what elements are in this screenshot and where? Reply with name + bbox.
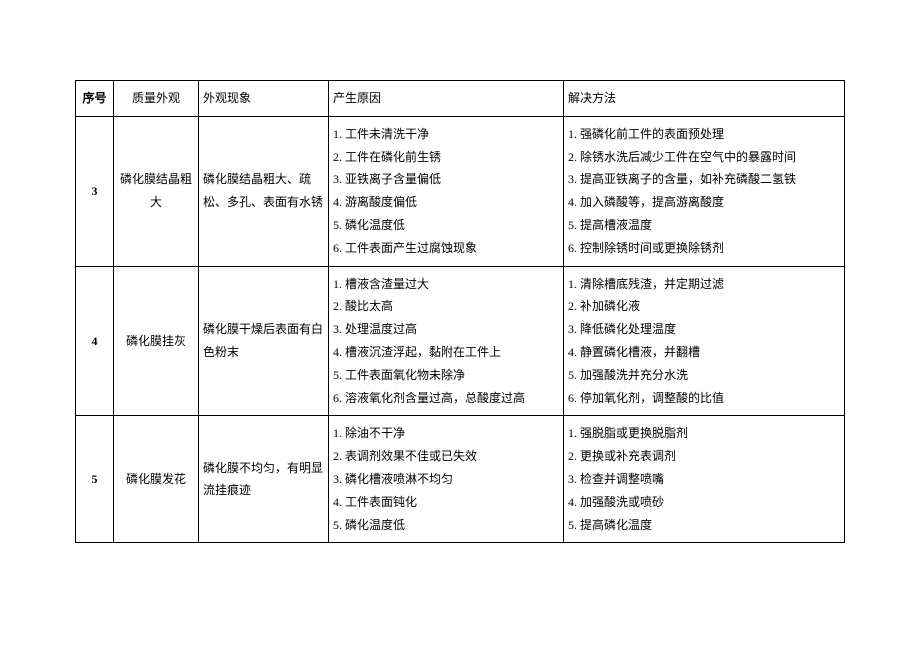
solution-item: 1. 强磷化前工件的表面预处理 xyxy=(568,123,840,146)
solution-item: 5. 提高槽液温度 xyxy=(568,214,840,237)
table-row: 3磷化膜结晶粗大磷化膜结晶粗大、疏松、多孔、表面有水锈1. 工件未清洗干净2. … xyxy=(76,116,845,266)
solution-item: 5. 提高磷化温度 xyxy=(568,514,840,537)
cause-item: 2. 酸比太高 xyxy=(333,295,559,318)
solution-item: 3. 检查并调整喷嘴 xyxy=(568,468,840,491)
table-row: 4磷化膜挂灰磷化膜干燥后表面有白色粉末1. 槽液含渣量过大2. 酸比太高3. 处… xyxy=(76,266,845,416)
solution-item: 1. 清除槽底残渣，并定期过滤 xyxy=(568,273,840,296)
cell-solution: 1. 强磷化前工件的表面预处理2. 除锈水洗后减少工件在空气中的暴露时间3. 提… xyxy=(564,116,845,266)
header-quality: 质量外观 xyxy=(114,81,199,117)
cause-item: 2. 表调剂效果不佳或已失效 xyxy=(333,445,559,468)
cause-item: 3. 处理温度过高 xyxy=(333,318,559,341)
solution-item: 4. 加强酸洗或喷砂 xyxy=(568,491,840,514)
solution-item: 2. 补加磷化液 xyxy=(568,295,840,318)
header-seq: 序号 xyxy=(76,81,114,117)
cell-quality: 磷化膜结晶粗大 xyxy=(114,116,199,266)
cell-cause: 1. 除油不干净2. 表调剂效果不佳或已失效3. 磷化槽液喷淋不均匀4. 工件表… xyxy=(329,416,564,543)
cause-item: 2. 工件在磷化前生锈 xyxy=(333,146,559,169)
solution-item: 5. 加强酸洗并充分水洗 xyxy=(568,364,840,387)
solution-item: 6. 停加氧化剂，调整酸的比值 xyxy=(568,387,840,410)
solution-item: 2. 更换或补充表调剂 xyxy=(568,445,840,468)
solution-item: 6. 控制除锈时间或更换除锈剂 xyxy=(568,237,840,260)
cause-item: 5. 磷化温度低 xyxy=(333,514,559,537)
cause-item: 5. 工件表面氧化物未除净 xyxy=(333,364,559,387)
cell-cause: 1. 槽液含渣量过大2. 酸比太高3. 处理温度过高4. 槽液沉渣浮起，黏附在工… xyxy=(329,266,564,416)
cell-seq: 4 xyxy=(76,266,114,416)
header-cause: 产生原因 xyxy=(329,81,564,117)
table-row: 5磷化膜发花磷化膜不均匀，有明显流挂痕迹1. 除油不干净2. 表调剂效果不佳或已… xyxy=(76,416,845,543)
cell-seq: 3 xyxy=(76,116,114,266)
table-header-row: 序号 质量外观 外观现象 产生原因 解决方法 xyxy=(76,81,845,117)
solution-item: 3. 提高亚铁离子的含量，如补充磷酸二氢铁 xyxy=(568,168,840,191)
cell-quality: 磷化膜挂灰 xyxy=(114,266,199,416)
solution-item: 4. 加入磷酸等，提高游离酸度 xyxy=(568,191,840,214)
cell-phenom: 磷化膜不均匀，有明显流挂痕迹 xyxy=(199,416,329,543)
solution-item: 1. 强脱脂或更换脱脂剂 xyxy=(568,422,840,445)
solution-item: 4. 静置磷化槽液，并翻槽 xyxy=(568,341,840,364)
cell-phenom: 磷化膜干燥后表面有白色粉末 xyxy=(199,266,329,416)
cell-phenom: 磷化膜结晶粗大、疏松、多孔、表面有水锈 xyxy=(199,116,329,266)
cause-item: 6. 溶液氧化剂含量过高，总酸度过高 xyxy=(333,387,559,410)
cause-item: 5. 磷化温度低 xyxy=(333,214,559,237)
cause-item: 4. 游离酸度偏低 xyxy=(333,191,559,214)
cell-solution: 1. 强脱脂或更换脱脂剂2. 更换或补充表调剂3. 检查并调整喷嘴4. 加强酸洗… xyxy=(564,416,845,543)
cause-item: 3. 磷化槽液喷淋不均匀 xyxy=(333,468,559,491)
cell-seq: 5 xyxy=(76,416,114,543)
cause-item: 4. 工件表面钝化 xyxy=(333,491,559,514)
cell-quality: 磷化膜发花 xyxy=(114,416,199,543)
header-solution: 解决方法 xyxy=(564,81,845,117)
cell-solution: 1. 清除槽底残渣，并定期过滤2. 补加磷化液3. 降低磷化处理温度4. 静置磷… xyxy=(564,266,845,416)
header-phenom: 外观现象 xyxy=(199,81,329,117)
solution-item: 2. 除锈水洗后减少工件在空气中的暴露时间 xyxy=(568,146,840,169)
cause-item: 6. 工件表面产生过腐蚀现象 xyxy=(333,237,559,260)
cause-item: 1. 槽液含渣量过大 xyxy=(333,273,559,296)
cause-item: 1. 除油不干净 xyxy=(333,422,559,445)
solution-item: 3. 降低磷化处理温度 xyxy=(568,318,840,341)
cause-item: 3. 亚铁离子含量偏低 xyxy=(333,168,559,191)
cell-cause: 1. 工件未清洗干净2. 工件在磷化前生锈3. 亚铁离子含量偏低4. 游离酸度偏… xyxy=(329,116,564,266)
cause-item: 1. 工件未清洗干净 xyxy=(333,123,559,146)
phosphating-defects-table: 序号 质量外观 外观现象 产生原因 解决方法 3磷化膜结晶粗大磷化膜结晶粗大、疏… xyxy=(75,80,845,543)
cause-item: 4. 槽液沉渣浮起，黏附在工件上 xyxy=(333,341,559,364)
